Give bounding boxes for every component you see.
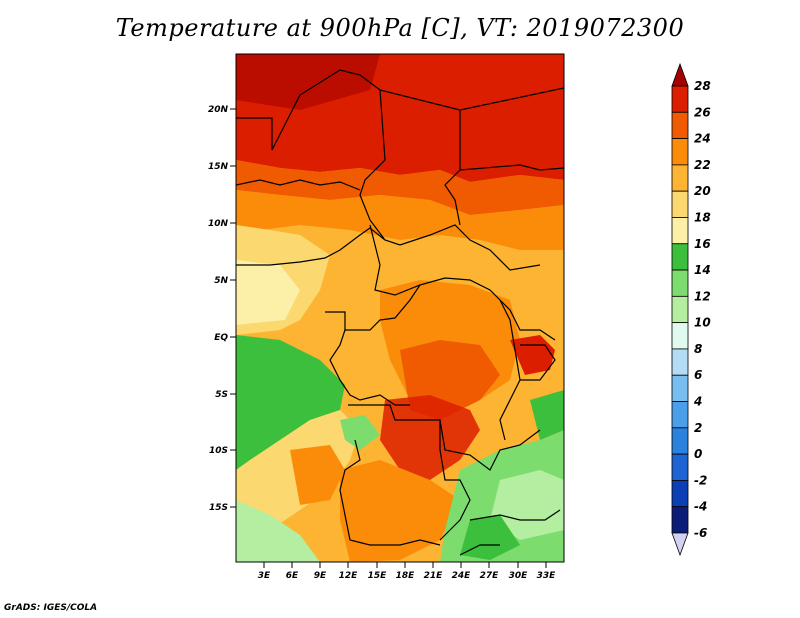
colorbar-swatch bbox=[671, 322, 689, 350]
lat-label: 10N bbox=[208, 219, 229, 229]
colorbar-swatch bbox=[671, 85, 689, 113]
colorbar-label: 16 bbox=[694, 237, 711, 251]
colorbar-swatch bbox=[671, 111, 689, 139]
colorbar-swatch bbox=[671, 480, 689, 508]
lon-label: 21E bbox=[424, 571, 444, 581]
lon-label: 33E bbox=[537, 571, 557, 581]
colorbar-label: -2 bbox=[694, 473, 707, 487]
colorbar-label: 2 bbox=[694, 421, 702, 435]
colorbar-label: -6 bbox=[694, 526, 707, 540]
colorbar-label: 14 bbox=[694, 263, 711, 277]
colorbar-max-triangle bbox=[671, 62, 689, 87]
lon-label: 24E bbox=[452, 571, 472, 581]
colorbar-label: 20 bbox=[694, 184, 711, 198]
lon-label: 6E bbox=[286, 571, 299, 581]
colorbar-label: 8 bbox=[694, 342, 702, 356]
colorbar-swatch bbox=[671, 190, 689, 218]
colorbar-swatch bbox=[671, 453, 689, 481]
lat-label: 5N bbox=[214, 276, 228, 286]
lon-label: 18E bbox=[396, 571, 416, 581]
colorbar-swatch bbox=[671, 348, 689, 376]
colorbar-label: 10 bbox=[694, 316, 711, 330]
colorbar-label: 0 bbox=[694, 447, 702, 461]
lat-label: 5S bbox=[215, 390, 228, 400]
colorbar-label: 6 bbox=[694, 368, 702, 382]
lat-label: 15S bbox=[209, 503, 228, 513]
map-frame bbox=[235, 53, 565, 563]
colorbar-swatch bbox=[671, 138, 689, 166]
colorbar-min-triangle bbox=[671, 532, 689, 557]
colorbar-swatch bbox=[671, 164, 689, 192]
colorbar-swatch bbox=[671, 506, 689, 534]
country-boundaries bbox=[236, 69, 564, 556]
lat-label: 10S bbox=[209, 446, 228, 456]
lon-label: 9E bbox=[314, 571, 327, 581]
lat-label: EQ bbox=[214, 333, 228, 343]
colorbar-label: 26 bbox=[694, 105, 711, 119]
map-title: Temperature at 900hPa [C], VT: 201907230… bbox=[115, 14, 685, 42]
colorbar-label: 18 bbox=[694, 210, 711, 224]
grads-credit: GrADS: IGES/COLA bbox=[4, 603, 98, 613]
colorbar-label: 4 bbox=[693, 395, 702, 409]
colorbar-label: 12 bbox=[694, 289, 711, 303]
longitude-axis: 3E 6E 9E 12E 15E 18E 21E 24E 27E 30E 33E bbox=[258, 562, 556, 581]
lat-label: 15N bbox=[208, 162, 229, 172]
colorbar-swatch bbox=[671, 374, 689, 402]
colorbar-swatch bbox=[671, 401, 689, 429]
lon-label: 30E bbox=[509, 571, 529, 581]
colorbar-label: 24 bbox=[694, 132, 711, 146]
temperature-field bbox=[236, 54, 564, 562]
colorbar-swatch bbox=[671, 243, 689, 271]
colorbar-swatch bbox=[671, 217, 689, 245]
lon-label: 15E bbox=[368, 571, 388, 581]
latitude-axis: 20N 15N 10N 5N EQ 5S 10S 15S bbox=[208, 105, 236, 513]
lat-label: 20N bbox=[208, 105, 229, 115]
colorbar-label: 28 bbox=[694, 79, 711, 93]
colorbar-swatch bbox=[671, 295, 689, 324]
lon-label: 3E bbox=[258, 571, 271, 581]
colorbar-label: 22 bbox=[694, 158, 711, 172]
lon-label: 27E bbox=[480, 571, 500, 581]
colorbar-label: -4 bbox=[694, 500, 707, 514]
colorbar-swatch bbox=[671, 427, 689, 455]
lon-label: 12E bbox=[339, 571, 359, 581]
colorbar-swatch bbox=[671, 269, 689, 297]
